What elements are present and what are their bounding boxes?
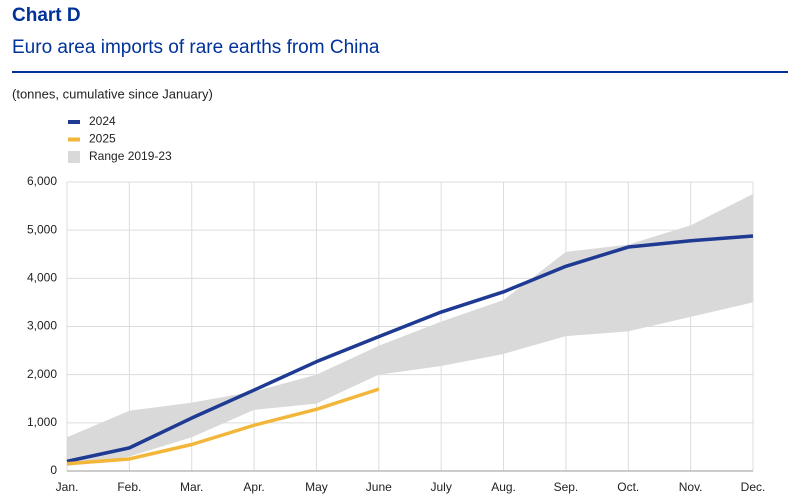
y-tick-label: 1,000 [27, 415, 57, 429]
x-tick-label: Apr. [243, 480, 264, 494]
x-tick-label: May [305, 480, 328, 494]
y-tick-label: 5,000 [27, 222, 57, 236]
y-tick-label: 2,000 [27, 367, 57, 381]
x-tick-label: Mar. [180, 480, 203, 494]
chart-title: Chart D [12, 5, 81, 26]
x-tick-label: Nov. [679, 480, 703, 494]
unit-note: (tonnes, cumulative since January) [12, 86, 213, 101]
x-tick-label: July [431, 480, 452, 494]
chart-subtitle: Euro area imports of rare earths from Ch… [12, 37, 380, 58]
x-tick-label: Feb. [117, 480, 141, 494]
x-tick-label: Jan. [56, 480, 79, 494]
range-band [67, 194, 753, 467]
series-line [66, 387, 380, 466]
y-tick-label: 0 [50, 463, 57, 477]
x-tick-label: June [366, 480, 392, 494]
x-tick-label: Oct. [617, 480, 639, 494]
y-tick-label: 4,000 [27, 271, 57, 285]
legend-label: 2025 [89, 132, 116, 146]
x-tick-label: Sep. [554, 480, 579, 494]
series-line [66, 234, 754, 464]
y-tick-label: 6,000 [27, 174, 57, 188]
x-tick-label: Aug. [491, 480, 516, 494]
y-tick-label: 3,000 [27, 319, 57, 333]
plot-area: 0 1,000 2,000 3,000 4,000 5,000 6,000 Jan. Feb. M… [27, 114, 765, 494]
legend-swatch [68, 151, 80, 163]
x-tick-label: Dec. [741, 480, 766, 494]
legend-label: 2024 [89, 114, 116, 128]
legend-label: Range 2019-23 [89, 149, 172, 163]
